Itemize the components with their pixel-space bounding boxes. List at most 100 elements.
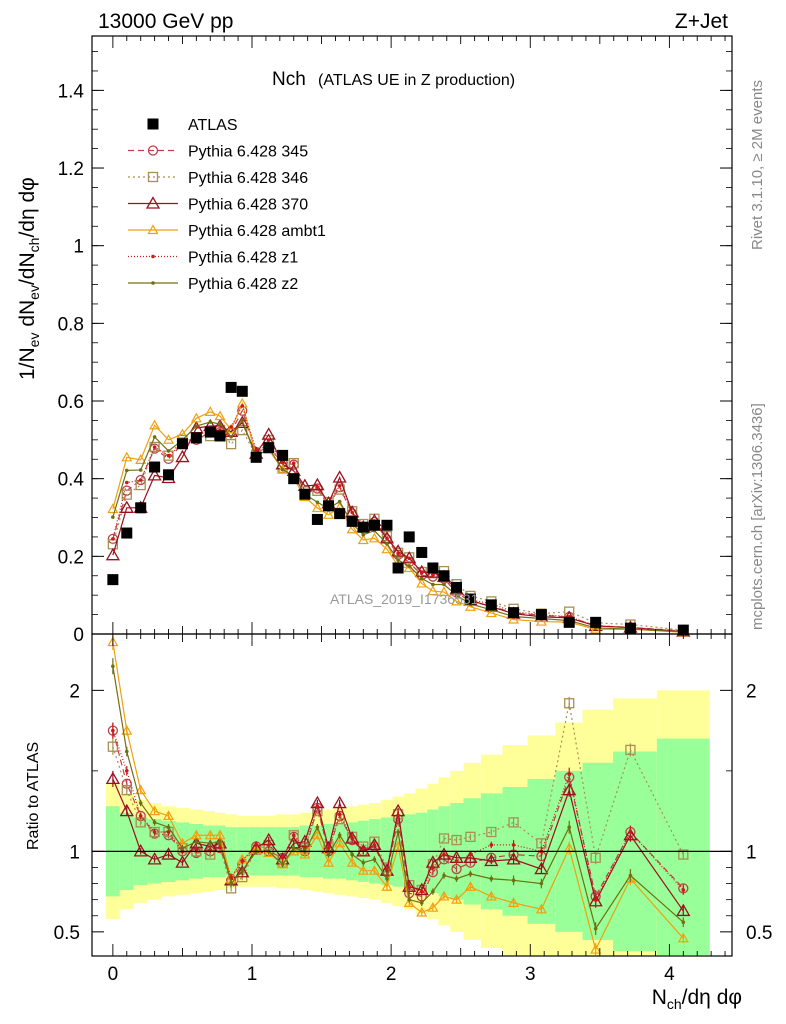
ratio-point-ambt1: [263, 847, 275, 858]
point-p370: [175, 449, 190, 463]
ratio-point-z2: [315, 825, 320, 829]
ratio-point-z1: [350, 836, 354, 841]
series-data: [107, 381, 689, 636]
legend-label-ambt1: Pythia 6.428 ambt1: [188, 223, 326, 240]
point-z2: [442, 582, 446, 587]
ratio-point-z2: [326, 852, 331, 857]
ratio-point-z2: [567, 825, 572, 829]
ratio-point-z1: [111, 728, 115, 733]
ratio-point-p346: [625, 744, 636, 756]
ratio-ytick-label: 2: [69, 681, 80, 702]
point-z2: [431, 582, 435, 587]
point-z2: [218, 422, 222, 426]
data-point: [357, 521, 369, 533]
ratio-point-z1: [567, 772, 572, 776]
ratio-point-p346: [678, 849, 689, 860]
ratio-point-z2: [138, 801, 143, 805]
ratio-point-ambt1: [450, 893, 463, 904]
data-point: [416, 546, 428, 558]
ratio-point-z2: [350, 852, 354, 857]
ratio-point-z2: [361, 860, 366, 865]
main-ytick-label: 0.2: [58, 547, 84, 568]
ratio-point-z2: [240, 868, 245, 873]
xtick-label: 4: [664, 964, 675, 985]
ratio-point-ambt1: [464, 881, 476, 891]
ratio-point-ambt1: [368, 864, 380, 875]
data-point: [535, 609, 547, 621]
ratio-bands: [105, 690, 710, 955]
ratio-point-z1: [254, 843, 258, 847]
ratio-point-p370: [345, 831, 360, 844]
ratio-point-z2: [291, 846, 296, 850]
ratio-point-z2: [489, 876, 494, 881]
ratio-point-ambt1: [334, 837, 346, 848]
ratio-point-p370: [484, 853, 499, 867]
point-p370: [105, 547, 120, 561]
data-point: [451, 581, 463, 593]
point-ambt1: [438, 586, 450, 597]
ratio-point-z2: [124, 749, 129, 754]
point-ambt1: [590, 623, 602, 634]
point-ambt1: [204, 406, 216, 416]
point-z2: [240, 418, 245, 423]
point-p370: [310, 477, 325, 491]
ratio-point-p346: [438, 833, 450, 844]
ratio-point-p370: [436, 847, 452, 860]
ratio-point-p346: [486, 826, 497, 838]
ratio-point-z1: [396, 814, 400, 818]
main-ytick-label: 0.8: [58, 314, 84, 335]
main-ytick-label: 0.6: [58, 392, 84, 413]
point-p346: [237, 424, 248, 436]
data-point: [135, 502, 147, 514]
point-ambt1: [135, 454, 147, 464]
legend-marker-data: [147, 118, 159, 130]
ratio-point-ambt1: [121, 724, 133, 735]
ratio-point-p346: [288, 830, 299, 841]
point-ambt1: [149, 419, 161, 430]
point-z2: [385, 541, 389, 546]
data-point: [163, 469, 175, 481]
point-ambt1: [277, 463, 289, 474]
point-ambt1: [311, 502, 323, 513]
legend-label-p345: Pythia 6.428 345: [188, 144, 308, 161]
point-z1: [396, 551, 400, 556]
ratio-point-z1: [628, 830, 633, 834]
legend-label-z1: Pythia 6.428 z1: [188, 250, 298, 267]
ratio-point-ambt1: [162, 810, 175, 821]
xtick-label: 1: [247, 964, 258, 985]
legend-item-ambt1: Pythia 6.428 ambt1: [128, 223, 326, 240]
ratio-point-z2: [152, 820, 157, 825]
ratio-point-z1: [315, 804, 320, 809]
legend-label-z2: Pythia 6.428 z2: [188, 276, 298, 293]
point-ambt1: [464, 601, 476, 611]
data-point: [563, 616, 575, 628]
point-z2: [396, 558, 400, 562]
ratio-point-z2: [511, 878, 516, 883]
legend-item-data: ATLAS: [147, 117, 238, 134]
point-z2: [280, 467, 285, 472]
point-z2: [138, 468, 143, 472]
ratio-point-p346: [465, 831, 476, 843]
ratio-point-ambt1: [403, 897, 415, 907]
main-ytick-label: 1.4: [58, 81, 85, 102]
point-p370: [235, 415, 250, 429]
point-z2: [454, 593, 459, 598]
point-ambt1: [322, 509, 335, 519]
ratio-point-p370: [379, 863, 395, 876]
ratio-point-p370: [534, 861, 549, 875]
ylabel-part-6: ch: [26, 238, 42, 253]
data-point: [323, 500, 335, 512]
point-z1: [254, 448, 258, 453]
ratio-point-z1: [291, 833, 296, 838]
ratio-point-p370: [356, 844, 371, 857]
data-point: [250, 451, 262, 463]
ratio-point-ambt1: [677, 932, 689, 943]
ratio-ylabel: Ratio to ATLAS: [25, 742, 42, 850]
data-point: [438, 570, 450, 582]
ratio-point-p370: [105, 771, 120, 785]
ratio-point-z1: [240, 859, 245, 863]
point-ambt1: [535, 615, 547, 626]
ylabel-part-4: ev: [26, 285, 42, 300]
legend-label-p370: Pythia 6.428 370: [188, 197, 308, 214]
legend-item-z2: Pythia 6.428 z2: [128, 276, 298, 293]
